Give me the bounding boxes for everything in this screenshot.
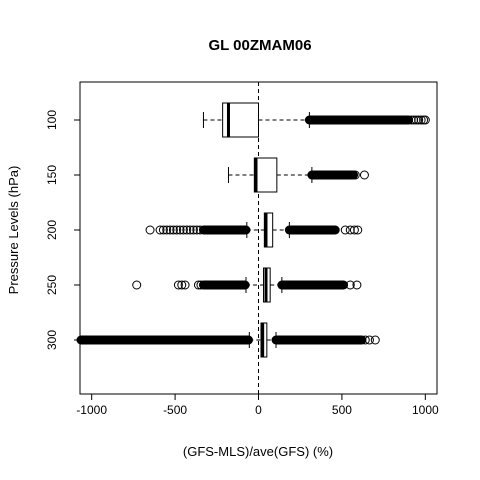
- outlier-point: [180, 280, 190, 290]
- outlier-point: [414, 115, 424, 125]
- outlier-point: [185, 225, 195, 235]
- outlier-point: [196, 280, 206, 290]
- outlier-point: [182, 225, 192, 235]
- outlier-point: [158, 225, 168, 235]
- outlier-point: [364, 335, 374, 345]
- outlier-point: [162, 225, 172, 235]
- y-axis-label: Pressure Levels (hPa): [6, 166, 21, 295]
- x-tick-label: 0: [255, 403, 262, 417]
- outlier-point: [168, 225, 178, 235]
- outlier-point: [340, 225, 350, 235]
- outlier-point: [165, 225, 175, 235]
- x-tick-label: -500: [163, 403, 187, 417]
- outlier-point: [145, 225, 155, 235]
- outlier-point: [192, 225, 202, 235]
- box-100: [202, 102, 430, 138]
- outlier-point: [172, 225, 182, 235]
- y-tick-label: 300: [45, 330, 59, 350]
- chart-title: GL 00ZMAM06: [208, 37, 311, 54]
- outlier-point: [350, 170, 360, 180]
- outlier-point: [173, 280, 183, 290]
- outlier-point: [193, 280, 203, 290]
- outlier-point: [353, 225, 363, 235]
- box-300: [76, 322, 380, 358]
- box-150: [227, 157, 369, 193]
- box-iqr: [253, 157, 278, 193]
- outlier-point: [352, 280, 362, 290]
- x-axis: -1000 -500 0 500 1000: [76, 394, 439, 417]
- box-iqr: [263, 212, 274, 248]
- outlier-point: [370, 335, 380, 345]
- plot-area: [76, 82, 430, 394]
- outlier-point: [420, 115, 430, 125]
- y-tick-label: 250: [45, 275, 59, 295]
- y-tick-label: 100: [45, 110, 59, 130]
- y-tick-label: 150: [45, 165, 59, 185]
- outlier-point: [359, 170, 369, 180]
- outlier-point: [360, 335, 370, 345]
- x-tick-label: -1000: [76, 403, 107, 417]
- box-200: [145, 212, 363, 248]
- outlier-point: [132, 280, 142, 290]
- outlier-point: [188, 225, 198, 235]
- outlier-point: [178, 225, 188, 235]
- outlier-point: [416, 115, 426, 125]
- outlier-point: [345, 280, 355, 290]
- box-250: [132, 267, 362, 303]
- outlier-point: [195, 225, 205, 235]
- x-tick-label: 1000: [412, 403, 439, 417]
- outlier-point: [177, 280, 187, 290]
- y-axis: 100 150 200 250 300: [45, 110, 80, 350]
- y-tick-label: 200: [45, 220, 59, 240]
- x-axis-label: (GFS-MLS)/ave(GFS) (%): [183, 444, 333, 459]
- outlier-point: [349, 225, 359, 235]
- x-tick-label: 500: [332, 403, 352, 417]
- outlier-point: [155, 225, 165, 235]
- outlier-point: [175, 225, 185, 235]
